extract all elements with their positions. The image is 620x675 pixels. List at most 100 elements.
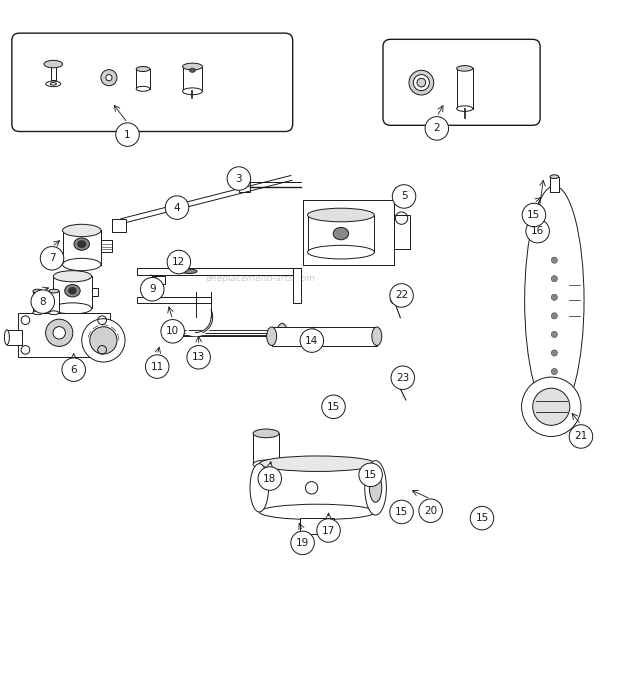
Ellipse shape bbox=[182, 88, 202, 94]
Ellipse shape bbox=[277, 323, 287, 342]
Text: 13: 13 bbox=[192, 352, 205, 362]
Ellipse shape bbox=[49, 311, 59, 315]
Circle shape bbox=[551, 257, 557, 263]
Circle shape bbox=[569, 425, 593, 448]
Text: 22: 22 bbox=[395, 290, 408, 300]
Circle shape bbox=[521, 377, 581, 437]
Ellipse shape bbox=[77, 240, 86, 248]
Circle shape bbox=[359, 463, 383, 487]
FancyBboxPatch shape bbox=[383, 39, 540, 126]
Circle shape bbox=[551, 275, 557, 282]
Circle shape bbox=[390, 500, 414, 524]
Circle shape bbox=[40, 246, 64, 270]
Ellipse shape bbox=[308, 208, 374, 222]
Circle shape bbox=[419, 499, 443, 522]
Circle shape bbox=[106, 75, 112, 81]
Circle shape bbox=[391, 294, 401, 304]
Text: 4: 4 bbox=[174, 202, 180, 213]
Text: 21: 21 bbox=[574, 431, 588, 441]
FancyBboxPatch shape bbox=[153, 276, 165, 284]
FancyBboxPatch shape bbox=[49, 291, 59, 313]
Circle shape bbox=[46, 319, 73, 346]
Circle shape bbox=[161, 319, 184, 343]
Circle shape bbox=[526, 219, 549, 243]
Text: 6: 6 bbox=[71, 364, 77, 375]
Text: 19: 19 bbox=[296, 538, 309, 548]
Text: eReplacementParts.com: eReplacementParts.com bbox=[205, 274, 316, 284]
Ellipse shape bbox=[68, 287, 77, 294]
Text: 8: 8 bbox=[40, 296, 46, 306]
Text: 3: 3 bbox=[236, 173, 242, 184]
Circle shape bbox=[53, 327, 65, 339]
Circle shape bbox=[90, 327, 117, 354]
Circle shape bbox=[551, 369, 557, 375]
FancyBboxPatch shape bbox=[7, 330, 22, 345]
Circle shape bbox=[227, 167, 250, 190]
Ellipse shape bbox=[49, 290, 59, 293]
FancyBboxPatch shape bbox=[137, 297, 211, 304]
Text: 15: 15 bbox=[528, 210, 541, 220]
Circle shape bbox=[62, 358, 86, 381]
FancyBboxPatch shape bbox=[18, 313, 110, 357]
Ellipse shape bbox=[33, 290, 43, 293]
Text: 5: 5 bbox=[401, 192, 407, 201]
Ellipse shape bbox=[53, 303, 92, 314]
Text: 15: 15 bbox=[364, 470, 377, 480]
Circle shape bbox=[146, 355, 169, 378]
Circle shape bbox=[390, 284, 414, 307]
Ellipse shape bbox=[46, 81, 61, 86]
Text: 15: 15 bbox=[395, 507, 408, 517]
Text: 14: 14 bbox=[305, 335, 319, 346]
FancyBboxPatch shape bbox=[293, 267, 301, 304]
Circle shape bbox=[551, 331, 557, 338]
FancyBboxPatch shape bbox=[101, 240, 112, 252]
Circle shape bbox=[392, 371, 402, 381]
Ellipse shape bbox=[365, 460, 386, 515]
Ellipse shape bbox=[250, 464, 268, 512]
Text: 17: 17 bbox=[322, 526, 335, 535]
Ellipse shape bbox=[372, 327, 382, 346]
Text: 1: 1 bbox=[124, 130, 131, 140]
Circle shape bbox=[551, 294, 557, 300]
Ellipse shape bbox=[253, 429, 279, 437]
Text: 16: 16 bbox=[531, 226, 544, 236]
Circle shape bbox=[258, 467, 281, 490]
Circle shape bbox=[522, 203, 546, 227]
Ellipse shape bbox=[136, 86, 150, 91]
Ellipse shape bbox=[259, 456, 376, 471]
Circle shape bbox=[141, 277, 164, 301]
Ellipse shape bbox=[259, 504, 376, 520]
FancyBboxPatch shape bbox=[550, 177, 559, 192]
Ellipse shape bbox=[333, 227, 348, 240]
FancyBboxPatch shape bbox=[394, 215, 410, 249]
Circle shape bbox=[82, 319, 125, 362]
Text: 11: 11 bbox=[151, 362, 164, 371]
FancyBboxPatch shape bbox=[272, 327, 377, 346]
Text: 20: 20 bbox=[424, 506, 437, 516]
Ellipse shape bbox=[63, 224, 101, 237]
Text: 18: 18 bbox=[263, 474, 277, 483]
Circle shape bbox=[31, 290, 55, 313]
Ellipse shape bbox=[4, 330, 9, 345]
Text: 15: 15 bbox=[476, 513, 489, 523]
Circle shape bbox=[322, 395, 345, 418]
Ellipse shape bbox=[53, 271, 92, 282]
Ellipse shape bbox=[64, 285, 80, 297]
Ellipse shape bbox=[308, 245, 374, 259]
Ellipse shape bbox=[253, 460, 279, 468]
Ellipse shape bbox=[370, 473, 382, 502]
Circle shape bbox=[551, 350, 557, 356]
Ellipse shape bbox=[33, 311, 43, 315]
Text: 9: 9 bbox=[149, 284, 156, 294]
FancyBboxPatch shape bbox=[239, 181, 250, 192]
Ellipse shape bbox=[136, 67, 150, 72]
Text: 7: 7 bbox=[49, 253, 55, 263]
Circle shape bbox=[551, 313, 557, 319]
Ellipse shape bbox=[189, 68, 195, 72]
Circle shape bbox=[392, 185, 416, 208]
Ellipse shape bbox=[182, 63, 202, 70]
Circle shape bbox=[101, 70, 117, 86]
Circle shape bbox=[166, 196, 188, 219]
Ellipse shape bbox=[182, 269, 197, 273]
Circle shape bbox=[391, 366, 415, 389]
